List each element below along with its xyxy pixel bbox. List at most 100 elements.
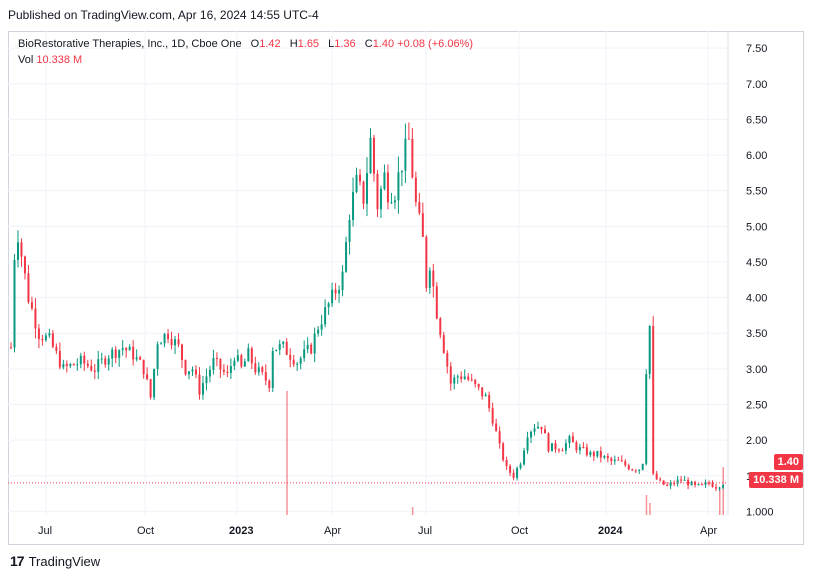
candle-body — [215, 357, 218, 359]
candle-body — [226, 371, 229, 373]
candle-body — [275, 349, 278, 352]
volume-badge: 10.338 M — [749, 472, 803, 488]
candle-body — [65, 363, 68, 367]
candle-body — [676, 479, 679, 484]
close-value: 1.40 — [372, 38, 395, 50]
x-tick-label: Apr — [324, 525, 341, 537]
x-tick-label: Jul — [418, 525, 432, 537]
candle-body — [439, 318, 442, 336]
candle-body — [142, 359, 145, 375]
candle-body — [118, 350, 121, 358]
candle-body — [557, 449, 560, 451]
candle-body — [292, 359, 295, 365]
candle-body — [58, 350, 61, 368]
candle-body — [233, 360, 236, 367]
candle-body — [599, 450, 602, 458]
candle-body — [645, 374, 648, 464]
candle-body — [659, 479, 662, 481]
candle-body — [261, 367, 264, 372]
candle-body — [533, 428, 536, 432]
candle-body — [393, 200, 396, 203]
candle-body — [177, 339, 180, 345]
candle-body — [268, 380, 271, 389]
y-tick-label: 3.00 — [746, 364, 767, 376]
y-tick-label: 7.50 — [746, 43, 767, 55]
price-badge: 1.40 — [773, 454, 803, 470]
candle-body — [369, 137, 372, 174]
candle-body — [390, 202, 393, 204]
candle-body — [470, 379, 473, 381]
candle-body — [198, 374, 201, 395]
candle-body — [184, 360, 187, 375]
candle-body — [139, 357, 142, 360]
candle-body — [306, 344, 309, 350]
candle-body — [90, 365, 93, 371]
volume-bar — [645, 495, 648, 515]
y-tick-label: 5.50 — [746, 186, 767, 198]
candle-body — [697, 484, 700, 486]
candle-body — [620, 460, 623, 462]
grid — [8, 31, 729, 515]
candle-body — [596, 450, 599, 457]
candle-body — [156, 344, 159, 370]
close-label: C — [364, 38, 373, 50]
candle-body — [509, 465, 512, 473]
candle-body — [107, 358, 110, 365]
candle-body — [114, 349, 117, 358]
candle-body — [704, 482, 707, 485]
candle-body — [537, 426, 540, 429]
candle-body — [79, 355, 82, 365]
candle-body — [582, 446, 585, 448]
volume-bars — [286, 391, 724, 515]
candle-body — [296, 363, 299, 365]
candle-body — [366, 173, 368, 204]
price-chart[interactable]: 1.0001.502.002.503.003.504.004.505.005.5… — [8, 31, 804, 545]
candle-body — [571, 436, 574, 443]
symbol-name[interactable]: BioRestorative Therapies, Inc., 1D, Cboe… — [18, 38, 242, 50]
time-axis[interactable]: Jul Oct 2023 Apr Jul Oct 2024 Apr — [38, 525, 717, 537]
candle-body — [41, 338, 44, 341]
y-tick-label: 4.00 — [746, 293, 767, 305]
candle-body — [229, 366, 232, 373]
candle-body — [188, 371, 190, 375]
candle-body — [372, 137, 375, 174]
candle-body — [236, 355, 239, 361]
candle-body — [561, 450, 564, 452]
candle-body — [467, 376, 470, 380]
price-axis[interactable]: 1.0001.502.002.503.003.504.004.505.005.5… — [746, 43, 774, 518]
candle-body — [285, 341, 288, 355]
x-tick-label: Oct — [511, 525, 528, 537]
candle-body — [383, 172, 386, 190]
candle-body — [669, 483, 672, 486]
candle-body — [299, 358, 302, 364]
candle-body — [317, 329, 320, 334]
candle-body — [495, 423, 498, 432]
open-value: 1.42 — [259, 38, 281, 50]
candle-body — [359, 174, 362, 182]
candle-body — [208, 369, 211, 377]
candle-body — [149, 379, 152, 398]
candle-body — [484, 394, 487, 397]
candle-body — [51, 333, 54, 347]
candle-body — [257, 367, 260, 373]
tradingview-logo[interactable]: 17 TradingView — [10, 553, 100, 569]
chart-frame — [8, 31, 804, 545]
candle-body — [397, 172, 400, 201]
x-tick-label: Jul — [38, 525, 52, 537]
candle-body — [481, 387, 484, 397]
candle-body — [362, 181, 365, 204]
candle-body — [442, 335, 445, 353]
candle-body — [715, 487, 718, 489]
y-tick-label: 7.00 — [746, 79, 767, 91]
y-tick-label: 2.50 — [746, 400, 767, 412]
low-label: L — [328, 38, 335, 50]
low-value: 1.36 — [334, 38, 356, 50]
candle-body — [425, 236, 428, 288]
candle-body — [617, 459, 620, 461]
candle-body — [575, 442, 578, 451]
candle-body — [498, 431, 501, 444]
candle-body — [48, 333, 51, 336]
candle-body — [638, 469, 641, 471]
candle-body — [589, 452, 592, 456]
candle-body — [327, 303, 330, 308]
